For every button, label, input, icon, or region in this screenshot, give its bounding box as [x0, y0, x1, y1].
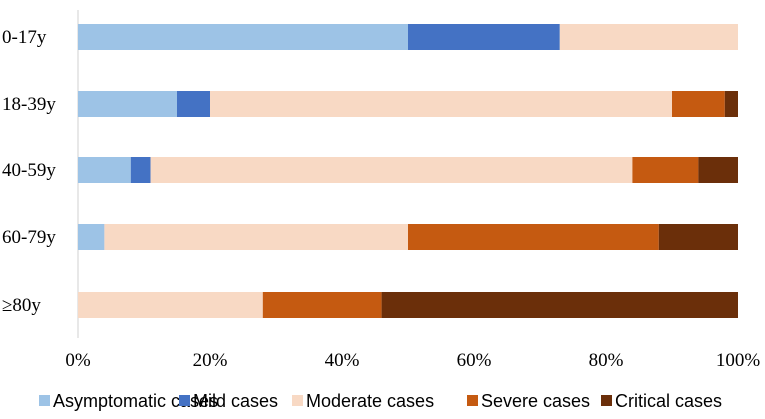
bar-60-79y-asymptomatic-cases — [78, 224, 105, 250]
legend-swatch-mild-cases — [179, 395, 190, 406]
legend-label-mild-cases: Mild cases — [193, 391, 278, 411]
bar-ge80y-moderate-cases — [78, 292, 263, 318]
legend-label-critical-cases: Critical cases — [615, 391, 722, 411]
bar-18-39y-mild-cases — [177, 91, 210, 117]
category-label: 60-79y — [2, 227, 56, 248]
bar-18-39y-moderate-cases — [210, 91, 672, 117]
category-label: 18-39y — [2, 94, 56, 115]
legend-swatch-asymptomatic-cases — [39, 395, 50, 406]
bar-60-79y-critical-cases — [658, 224, 738, 250]
bars-group — [78, 24, 738, 318]
category-label: 0-17y — [2, 27, 47, 48]
bar-60-79y-moderate-cases — [104, 224, 409, 250]
category-label: 40-59y — [2, 160, 56, 181]
bar-0-17y-mild-cases — [408, 24, 560, 50]
category-label: ≥80y — [2, 295, 41, 316]
bar-40-59y-moderate-cases — [150, 157, 633, 183]
bar-60-79y-severe-cases — [408, 224, 659, 250]
x-tick-label: 40% — [325, 350, 360, 371]
legend-label-asymptomatic-cases: Asymptomatic cases — [53, 391, 218, 411]
legend-label-severe-cases: Severe cases — [481, 391, 590, 411]
legend-swatch-critical-cases — [601, 395, 612, 406]
x-tick-label: 0% — [65, 350, 91, 371]
bar-40-59y-mild-cases — [130, 157, 151, 183]
legend-swatch-moderate-cases — [292, 395, 303, 406]
x-tick-labels: 0% 20% 40% 60% 80% 100% — [65, 350, 760, 371]
legend-label-moderate-cases: Moderate cases — [306, 391, 434, 411]
bar-ge80y-critical-cases — [381, 292, 738, 318]
x-tick-label: 80% — [589, 350, 624, 371]
bar-ge80y-severe-cases — [262, 292, 382, 318]
x-tick-label: 100% — [716, 350, 761, 371]
bar-40-59y-severe-cases — [632, 157, 699, 183]
bar-0-17y-asymptomatic-cases — [78, 24, 408, 50]
legend-swatch-severe-cases — [467, 395, 478, 406]
bar-40-59y-critical-cases — [698, 157, 738, 183]
bar-0-17y-moderate-cases — [559, 24, 738, 50]
x-tick-label: 20% — [193, 350, 228, 371]
bar-40-59y-asymptomatic-cases — [78, 157, 131, 183]
bar-18-39y-asymptomatic-cases — [78, 91, 177, 117]
bar-18-39y-critical-cases — [724, 91, 738, 117]
category-labels: 0-17y 18-39y 40-59y 60-79y ≥80y — [2, 27, 56, 316]
x-tick-label: 60% — [457, 350, 492, 371]
bar-18-39y-severe-cases — [672, 91, 725, 117]
